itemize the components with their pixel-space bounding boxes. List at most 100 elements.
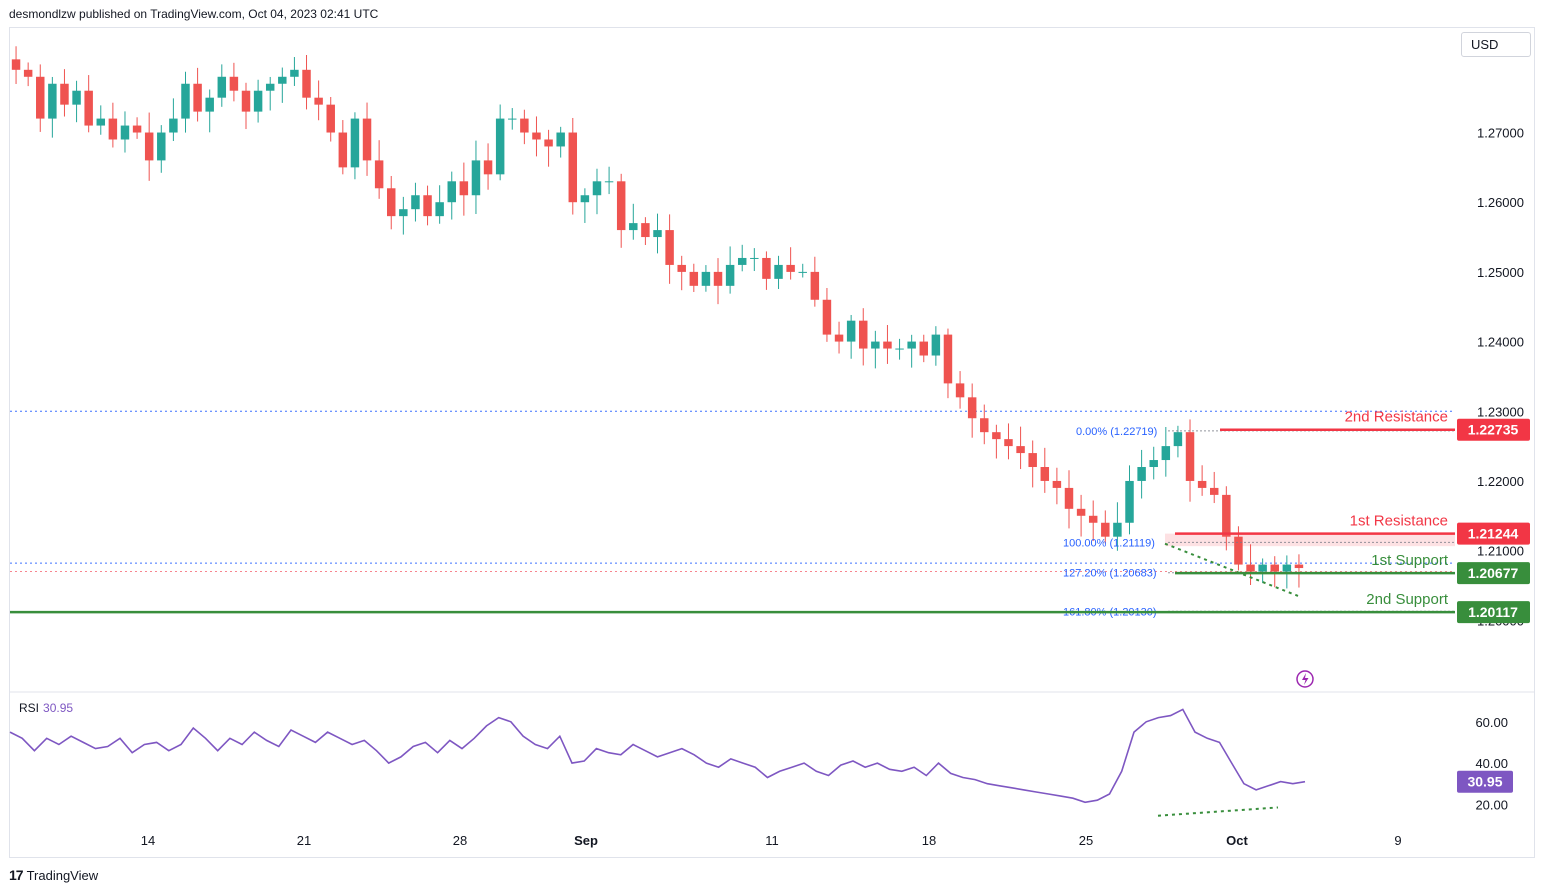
candle [374,140,384,199]
footer-brand-text: TradingView [26,867,99,883]
candle-body [350,118,360,168]
time-tick-label: 11 [765,833,779,848]
candle-body [580,195,590,203]
candle [1125,465,1134,535]
candle-body [556,132,565,147]
candle [1004,423,1013,460]
candle-body [508,118,517,120]
rsi-tick-label: 40.00 [1475,756,1508,771]
candle [1101,510,1110,544]
candle [205,89,214,133]
candle [217,64,227,107]
rsi-trendline [1157,806,1279,817]
candle-body [1173,432,1183,447]
candle-body [713,271,723,286]
candle-body [471,160,481,196]
tradingview-logo-icon: 17 [9,867,24,883]
candle [1064,470,1074,529]
candle [96,105,106,135]
candle [810,256,820,307]
candle [834,321,844,354]
candle-body [423,195,432,217]
candle-body [217,76,227,98]
candle [399,196,408,235]
lightning-icon [1296,670,1314,688]
rsi-tick-label: 60.00 [1475,715,1508,730]
candle-body [1294,564,1304,569]
resistance-zone [1165,533,1455,547]
candle [774,255,783,289]
candle [677,255,686,291]
candle [411,182,420,222]
level-name: 1st Resistance [1350,513,1448,530]
candle [580,188,590,223]
candle-body [60,83,69,105]
candle-body [616,181,626,231]
candle [859,308,868,366]
candle [193,67,202,122]
candle [919,334,928,363]
candle-body [435,202,444,217]
candle-body [36,76,45,119]
candle-body [1076,508,1086,516]
candle [955,371,965,409]
price-tick-label: 1.25000 [1477,265,1524,280]
candle-body [1088,515,1098,523]
candle [350,112,360,180]
candle-body [641,223,650,238]
candle [1016,426,1025,470]
price-tick-label: 1.22000 [1477,474,1524,489]
candle-body [943,334,953,384]
fib-level-label: 0.00% (1.22719) [1076,426,1157,438]
rsi-legend-value: 30.95 [43,701,74,715]
candle [604,166,614,195]
price-tick-label: 1.21000 [1477,544,1524,559]
candle-body [1161,446,1171,461]
candle-body [96,118,106,126]
candle-body [604,181,614,183]
rsi-title: RSI [19,701,40,715]
candle [278,67,287,103]
level-price-tag [1457,601,1530,624]
candle-body [774,264,783,279]
time-tick-label: 28 [453,833,467,848]
candle [1294,554,1304,588]
candle [1113,502,1122,551]
candle [1185,419,1195,502]
candle-body [1064,487,1074,509]
candle [725,246,735,294]
candle-body [253,90,263,112]
candle [931,326,941,366]
time-tick-label: 18 [922,833,936,848]
footer-brand[interactable]: 17 TradingView [9,867,98,883]
candle-body [822,299,832,335]
level-name: 2nd Resistance [1345,409,1448,426]
candle-body [544,139,553,147]
candle [1258,558,1267,584]
candle-body [859,320,868,349]
candle-body [931,334,941,356]
candle-body [278,76,287,84]
candle [1197,465,1207,496]
candle [980,404,989,445]
candle-body [1234,536,1243,565]
candle-body [725,264,735,286]
candle-body [1004,439,1013,447]
candle-body [72,90,81,105]
candle-body [495,118,505,175]
currency-button[interactable]: USD [1461,32,1531,57]
candle [132,117,142,139]
candle [338,120,348,175]
time-tick-label: 21 [297,833,311,848]
time-tick-label: Sep [574,833,598,848]
candle [737,244,747,272]
candle-body [1185,432,1195,481]
level-name: 1st Support [1371,552,1449,569]
candle [387,175,396,230]
candle [568,117,578,215]
candle [508,108,517,130]
candle [641,217,650,245]
time-tick-label: 25 [1079,833,1093,848]
candle-body [23,69,33,77]
